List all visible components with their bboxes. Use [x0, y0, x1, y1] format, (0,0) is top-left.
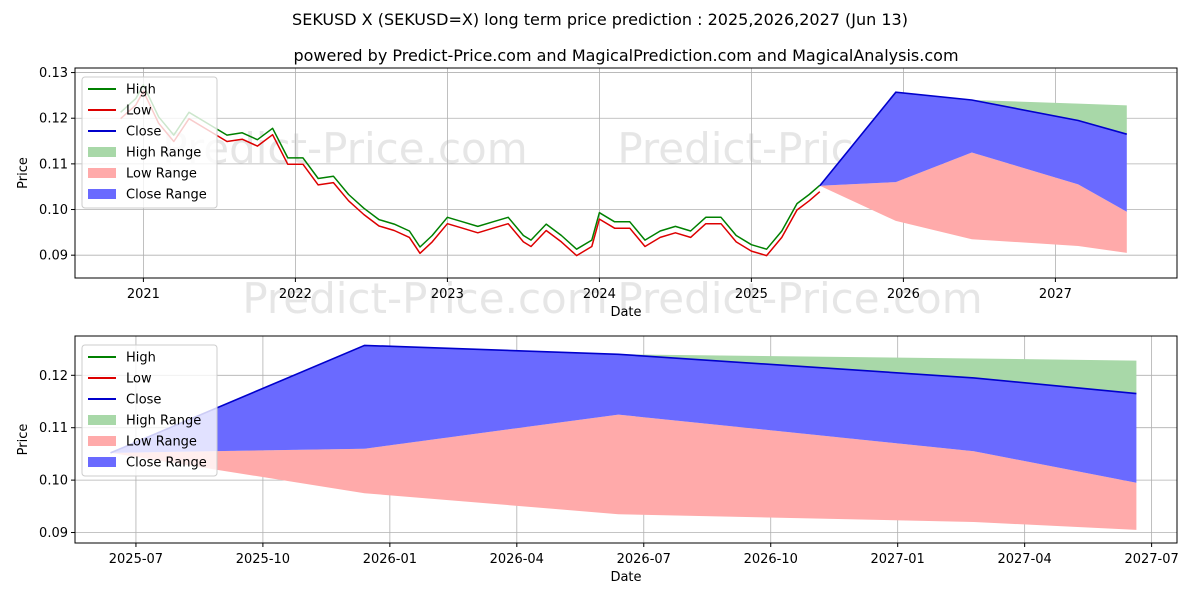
legend-swatch-patch [88, 147, 116, 157]
y-tick-label: 0.12 [39, 112, 68, 127]
legend-label: High [126, 351, 156, 366]
legend-label: High [126, 83, 156, 98]
legend-label: Close Range [126, 188, 207, 203]
y-axis-label: Price [16, 157, 31, 189]
y-tick-label: 0.11 [39, 421, 68, 436]
high-line [120, 84, 821, 250]
x-tick-label: 2025-07 [109, 552, 163, 567]
y-tick-label: 0.11 [39, 157, 68, 172]
y-tick-label: 0.12 [39, 369, 68, 384]
panel-bottom: Predict-Price.comPredict-Price.com2025-0… [16, 335, 1179, 585]
legend-label: High Range [126, 414, 201, 429]
y-tick-label: 0.10 [39, 203, 68, 218]
legend-swatch-patch [88, 457, 116, 467]
legend-swatch-patch [88, 168, 116, 178]
x-tick-label: 2027-01 [871, 552, 925, 567]
close-line [110, 344, 1137, 454]
legend-label: Close Range [126, 456, 207, 471]
plot-frame [74, 67, 1178, 279]
y-tick-label: 0.09 [39, 526, 68, 541]
low-line [120, 90, 821, 257]
legend-swatch-patch [88, 189, 116, 199]
legend: High Low Close High Range Low Range Close Ran… [81, 344, 218, 477]
legend-label: Low [126, 104, 152, 119]
x-tick-label: 2024 [583, 287, 616, 302]
x-tick-label: 2026-01 [363, 552, 417, 567]
legend-label: Close [126, 393, 161, 408]
plot-frame [74, 335, 1178, 544]
x-tick-label: 2027-04 [997, 552, 1051, 567]
x-tick-label: 2025 [735, 287, 768, 302]
legend-label: Low Range [126, 435, 197, 450]
x-axis-label: Date [610, 305, 641, 320]
x-tick-label: 2026-04 [490, 552, 544, 567]
y-axis-label: Price [16, 424, 31, 456]
legend-label: Low [126, 372, 152, 387]
y-tick-label: 0.09 [39, 249, 68, 264]
low-range-area [110, 414, 1137, 530]
x-axis-label: Date [610, 570, 641, 585]
close-line [819, 91, 1128, 187]
x-tick-label: 2021 [127, 287, 160, 302]
legend-label: Low Range [126, 167, 197, 182]
x-tick-label: 2027 [1039, 287, 1072, 302]
x-tick-label: 2025-10 [236, 552, 290, 567]
x-tick-label: 2026-10 [744, 552, 798, 567]
legend: High Low Close High Range Low Range Close Ran… [81, 76, 218, 209]
low-range-area [819, 152, 1127, 253]
chart-title: SEKUSD X (SEKUSD=X) long term price pred… [292, 10, 908, 29]
close-range-area [819, 92, 1127, 212]
x-tick-label: 2022 [279, 287, 312, 302]
panel-top: Predict-Price.com Predict-Price.comPredic… [16, 66, 1178, 323]
y-tick-label: 0.13 [39, 66, 68, 81]
watermark-text: Predict-Price.com [617, 274, 982, 323]
x-tick-label: 2026 [887, 287, 920, 302]
legend-swatch-patch [88, 436, 116, 446]
close-range-area [110, 345, 1137, 483]
legend-label: Close [126, 125, 161, 140]
x-tick-label: 2027-07 [1124, 552, 1178, 567]
watermark-text: Predict-Price.com [242, 274, 607, 323]
x-tick-label: 2023 [431, 287, 464, 302]
chart-subtitle: powered by Predict-Price.com and Magical… [293, 46, 958, 65]
x-tick-label: 2026-07 [617, 552, 671, 567]
legend-label: High Range [126, 146, 201, 161]
y-tick-label: 0.10 [39, 474, 68, 489]
legend-swatch-patch [88, 415, 116, 425]
